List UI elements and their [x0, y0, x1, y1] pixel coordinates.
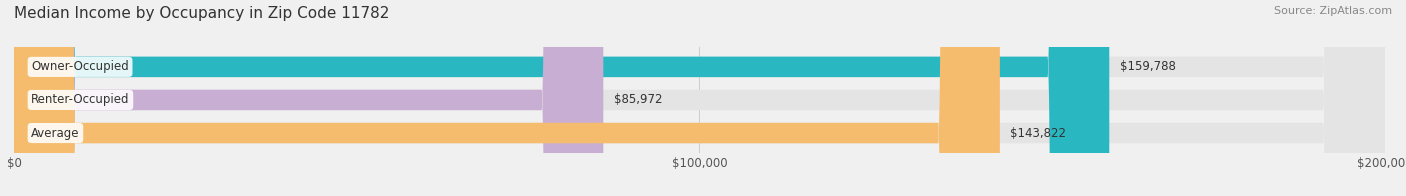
- FancyBboxPatch shape: [14, 0, 603, 196]
- Text: Average: Average: [31, 127, 80, 140]
- FancyBboxPatch shape: [14, 0, 1000, 196]
- FancyBboxPatch shape: [14, 0, 1385, 196]
- Text: Renter-Occupied: Renter-Occupied: [31, 93, 129, 106]
- Text: $159,788: $159,788: [1119, 60, 1175, 73]
- Text: $143,822: $143,822: [1010, 127, 1066, 140]
- Text: Median Income by Occupancy in Zip Code 11782: Median Income by Occupancy in Zip Code 1…: [14, 6, 389, 21]
- FancyBboxPatch shape: [14, 0, 1385, 196]
- Text: Owner-Occupied: Owner-Occupied: [31, 60, 129, 73]
- Text: Source: ZipAtlas.com: Source: ZipAtlas.com: [1274, 6, 1392, 16]
- FancyBboxPatch shape: [14, 0, 1385, 196]
- Text: $85,972: $85,972: [613, 93, 662, 106]
- FancyBboxPatch shape: [14, 0, 1109, 196]
